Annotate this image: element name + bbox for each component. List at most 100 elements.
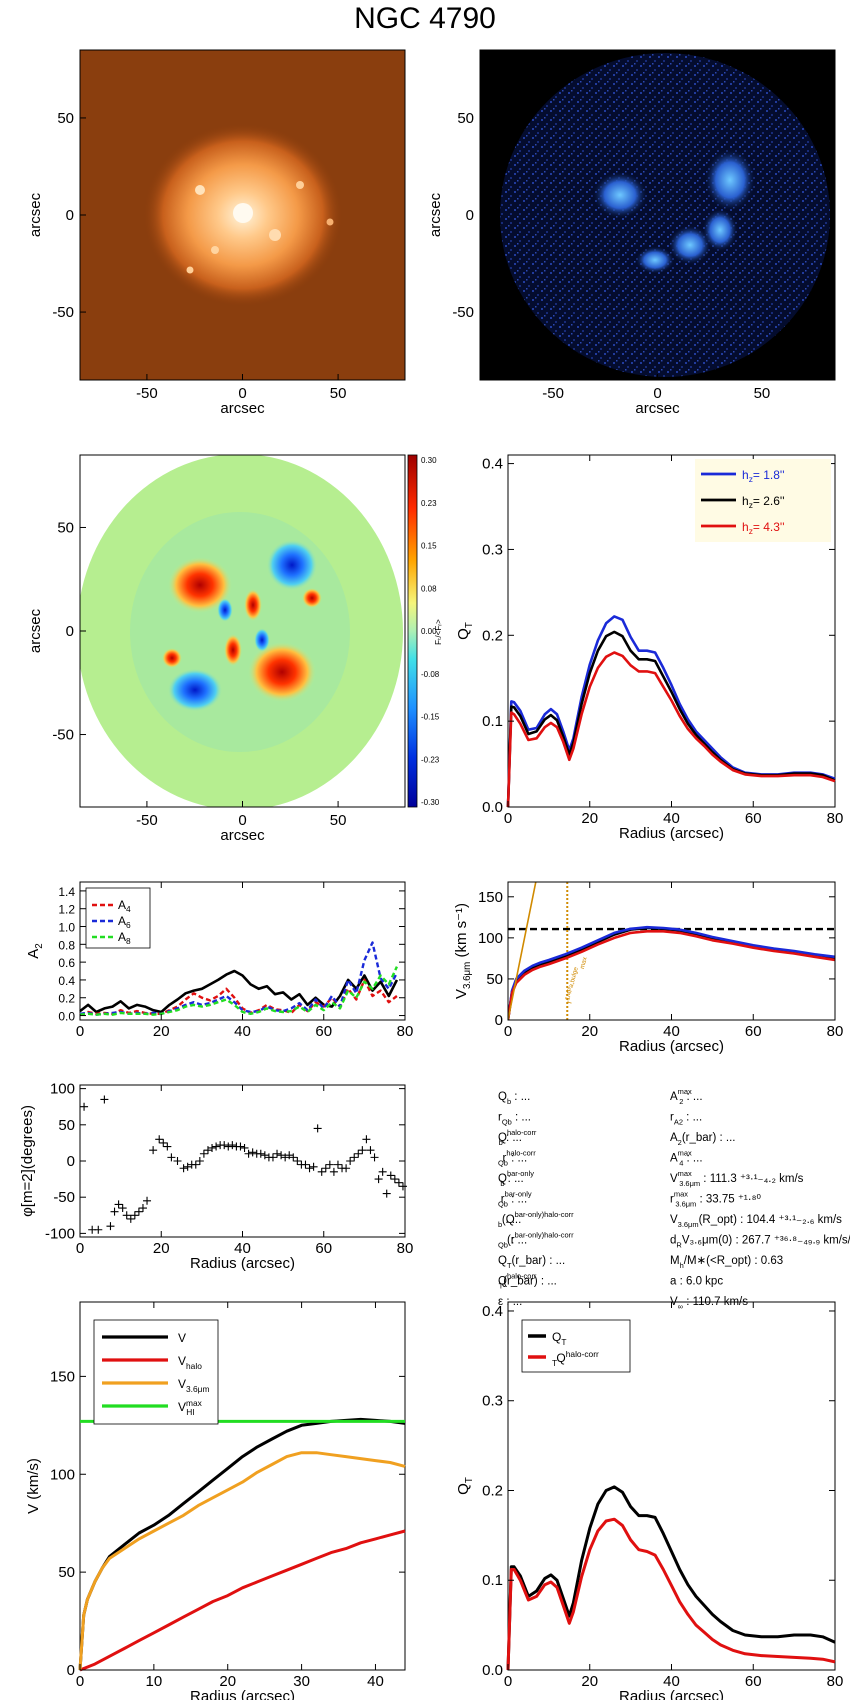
param-left-rest: : ... [502, 1214, 521, 1226]
y-axis-label-sub: 2 [34, 943, 45, 948]
force-positive-lobe [248, 642, 316, 702]
x-tick-label: 80 [827, 1023, 844, 1040]
qt-hz-series-line [506, 651, 836, 808]
x-axis-label: Radius (arcsec) [619, 1038, 724, 1055]
x-tick-label: 0 [76, 1023, 84, 1040]
phase-point [358, 1146, 367, 1155]
param-left-sup: bar-only [507, 1169, 534, 1178]
phase-point [159, 1138, 168, 1147]
param-right-rest: V₃.₆μm(0) : 267.7 ⁺³⁶·⁸₋₄₉.₉ km/s/kpc [682, 1235, 850, 1247]
phase-point [94, 1225, 103, 1234]
phase-point [273, 1149, 282, 1158]
legend-entry: Qhalo-corr T [552, 1349, 599, 1368]
phase-point [114, 1200, 123, 1209]
x-tick-label: 0 [238, 812, 246, 829]
phase-point [228, 1141, 237, 1150]
y-tick-label: 50 [58, 1117, 75, 1134]
x-tick-label: 0 [76, 1240, 84, 1257]
y-tick-label: 0.4 [482, 1303, 503, 1320]
x-tick-label: -50 [136, 385, 158, 402]
param-left-sub: Qb [498, 1200, 508, 1209]
hii-knot [269, 229, 281, 241]
v36-series-line [508, 925, 835, 1020]
phase-point [203, 1146, 212, 1155]
phase-point [256, 1149, 265, 1158]
legend-main: A [118, 898, 126, 912]
x-tick-label: 0 [76, 1673, 84, 1690]
y-tick-label: 100 [478, 930, 503, 947]
legend-main: V [178, 1377, 186, 1391]
phase-point [268, 1153, 277, 1162]
x-tick-label: 40 [234, 1023, 251, 1040]
y-tick-label: 100 [50, 1466, 75, 1483]
param-left: Qb : ... [498, 1091, 530, 1106]
x-tick-label: 40 [663, 810, 680, 827]
legend-entry: hz= 1.8'' [742, 468, 784, 484]
phase-point [390, 1175, 399, 1184]
residual-arm [668, 225, 712, 265]
y-tick-label: -100 [45, 1225, 75, 1242]
param-left-main: r [501, 1194, 505, 1206]
param-left-main: r [498, 1112, 502, 1124]
legend-sub: 4 [126, 904, 131, 914]
param-right: Amax 2 : ... [670, 1087, 703, 1106]
y-tick-label: 50 [57, 110, 74, 127]
x-tick-label: 20 [581, 810, 598, 827]
phase-point [394, 1178, 403, 1187]
phase-point [321, 1164, 330, 1173]
legend-entry: A4 [118, 898, 131, 914]
force-negative-lobe [254, 628, 270, 652]
x-axis-label: Radius (arcsec) [190, 1688, 295, 1700]
colorbar-tick-label: 0.30 [421, 456, 437, 465]
phase-point [236, 1142, 245, 1151]
galaxy-image-panel [79, 49, 406, 381]
residual-image-panel [479, 49, 836, 381]
legend-main: Q [556, 1351, 565, 1365]
param-left: Qhalo-corr T(r_bar) : ... [498, 1272, 557, 1291]
colorbar-tick-label: -0.30 [421, 798, 440, 807]
x-tick-label: 80 [827, 1673, 844, 1690]
y-axis-label-sub: T [464, 1477, 475, 1483]
param-left-sup: halo-corr [507, 1128, 537, 1137]
x-tick-label: 60 [745, 1673, 762, 1690]
x-tick-label: 20 [581, 1023, 598, 1040]
y-tick-label: 0.8 [58, 938, 75, 952]
x-axis-label: Radius (arcsec) [619, 825, 724, 842]
legend-eq: = [753, 520, 763, 534]
force-positive-lobe [244, 589, 262, 621]
x-axis-label: Radius (arcsec) [619, 1688, 724, 1700]
param-right-rest: : ... [683, 1091, 702, 1103]
param-left-sub: b [498, 1220, 502, 1229]
y-axis-label: arcsec [27, 192, 44, 237]
colorbar-tick-label: 0.00 [421, 627, 437, 636]
phase-point [386, 1171, 395, 1180]
y-tick-label: -50 [52, 304, 74, 321]
param-left-rest: : ... [508, 1194, 527, 1206]
param-right-rest: : 33.75 ⁺¹·⁸⁰ [696, 1194, 761, 1206]
phase-point [346, 1157, 355, 1165]
y-tick-label: 0.1 [482, 713, 503, 730]
y-tick-label: 0 [495, 1012, 503, 1029]
legend-sub: T [561, 1337, 566, 1347]
y-tick-label: 0.1 [482, 1572, 503, 1589]
velocity-frame [79, 1301, 406, 1671]
y-tick-label: 0.0 [58, 1010, 75, 1024]
phase-point [248, 1148, 257, 1157]
x-tick-label: 50 [754, 385, 771, 402]
param-right-sub: A2 [674, 1118, 683, 1127]
param-right: V3.6μm(R_opt) : 104.4 ⁺³·¹₋₂.₆ km/s [670, 1214, 842, 1229]
y-axis-label: arcsec [427, 192, 444, 237]
x-tick-label: 0 [653, 385, 661, 402]
parameter-table: Qb : ...rQb : ...Qhalo-corr b : ...rhalo-… [498, 1087, 850, 1311]
x-tick-label: 0 [238, 385, 246, 402]
param-left-main: (Q [502, 1214, 515, 1226]
param-right-sub: 2 [679, 1097, 683, 1106]
phase-point [80, 1102, 89, 1111]
y-axis-label: A2 [25, 943, 45, 958]
phase-point [342, 1164, 351, 1173]
qt-halo-chart: 0 20 40 60 80 0.0 0.1 0.2 0.3 0.4 Radius (arcsec) Q… [455, 1301, 844, 1700]
legend-eq: = [753, 494, 763, 508]
a2-fourier-series-line [79, 966, 398, 1016]
hii-knot [326, 218, 334, 226]
